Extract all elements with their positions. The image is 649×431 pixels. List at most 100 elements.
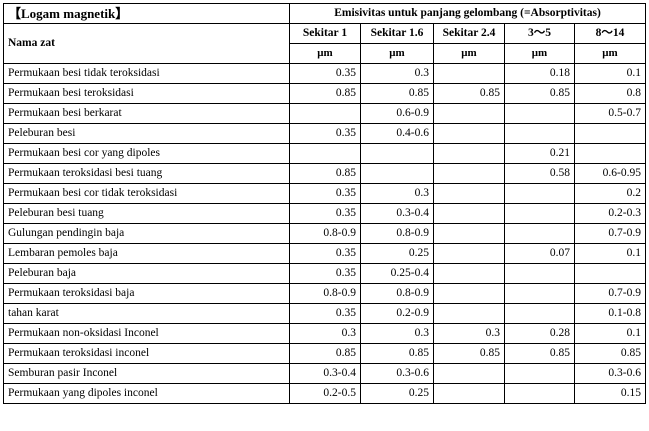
emissivity-cell: 0.8-0.9 <box>289 283 361 304</box>
substance-name: Permukaan besi cor yang dipoles <box>3 143 290 164</box>
emissivity-cell: 0.6-0.9 <box>360 103 434 124</box>
emissivity-cell <box>360 143 434 164</box>
unit-label: μm <box>433 43 505 64</box>
substance-name: Permukaan non-oksidasi Inconel <box>3 323 290 344</box>
emissivity-cell: 0.85 <box>433 343 505 364</box>
emissivity-cell: 0.35 <box>289 263 361 284</box>
emissivity-cell: 0.7-0.9 <box>573 223 647 244</box>
emissivity-cell: 0.1-0.8 <box>573 303 647 324</box>
column-header-5: 8～14 <box>573 23 647 44</box>
emissivity-cell <box>504 363 575 384</box>
emissivity-cell <box>504 103 575 124</box>
emissivity-cell <box>504 123 575 144</box>
emissivity-cell: 0.85 <box>289 343 361 364</box>
emissivity-cell <box>289 143 361 164</box>
emissivity-cell: 0.25 <box>360 383 434 404</box>
substance-name: Peleburan baja <box>3 263 290 284</box>
emissivity-cell: 0.1 <box>573 243 647 264</box>
emissivity-cell: 0.35 <box>289 203 361 224</box>
unit-label: μm <box>573 43 647 64</box>
substance-name: tahan karat <box>3 303 290 324</box>
emissivity-cell: 0.3 <box>433 323 505 344</box>
emissivity-cell <box>433 263 505 284</box>
emissivity-cell <box>433 223 505 244</box>
emissivity-cell <box>504 183 575 204</box>
substance-name: Gulungan pendingin baja <box>3 223 290 244</box>
emissivity-cell: 0.3 <box>360 63 434 84</box>
emissivity-cell <box>504 383 575 404</box>
table-row: Permukaan teroksidasi besi tuang 0.85 0.58… <box>3 163 647 184</box>
emissivity-cell: 0.7-0.9 <box>573 283 647 304</box>
substance-name: Semburan pasir Inconel <box>3 363 290 384</box>
substance-name: Peleburan besi tuang <box>3 203 290 224</box>
emissivity-cell: 0.35 <box>289 183 361 204</box>
emissivity-cell <box>504 223 575 244</box>
emissivity-cell <box>504 283 575 304</box>
table-row: Permukaan besi cor yang dipoles 0.21 <box>3 143 647 164</box>
emissivity-cell: 0.85 <box>360 343 434 364</box>
emissivity-cell <box>433 283 505 304</box>
emissivity-cell: 0.35 <box>289 243 361 264</box>
emissivity-cell: 0.35 <box>289 303 361 324</box>
emissivity-cell: 0.07 <box>504 243 575 264</box>
unit-label: μm <box>289 43 361 64</box>
emissivity-cell: 0.85 <box>573 343 647 364</box>
emissivity-cell <box>289 103 361 124</box>
emissivity-cell: 0.2-0.5 <box>289 383 361 404</box>
emissivity-cell: 0.15 <box>573 383 647 404</box>
substance-name: Lembaran pemoles baja <box>3 243 290 264</box>
substance-name: Permukaan teroksidasi baja <box>3 283 290 304</box>
table-row: Permukaan besi teroksidasi 0.85 0.85 0.85 0.… <box>3 83 647 104</box>
emissivity-cell: 0.25-0.4 <box>360 263 434 284</box>
emissivity-cell: 0.2-0.3 <box>573 203 647 224</box>
table-row: Peleburan besi tuang 0.35 0.3-0.4 0.2-0.3 <box>3 203 647 224</box>
emissivity-cell: 0.3 <box>289 323 361 344</box>
emissivity-cell: 0.6-0.95 <box>573 163 647 184</box>
emissivity-cell: 0.3 <box>360 323 434 344</box>
table-row: Peleburan baja 0.35 0.25-0.4 <box>3 263 647 284</box>
emissivity-cell <box>433 163 505 184</box>
emissivity-cell: 0.3-0.6 <box>573 363 647 384</box>
emissivity-cell: 0.85 <box>504 343 575 364</box>
emissivity-cell: 0.3-0.4 <box>360 203 434 224</box>
table-row: Permukaan non-oksidasi Inconel 0.3 0.3 0.3 0… <box>3 323 647 344</box>
emissivity-cell: 0.85 <box>289 163 361 184</box>
table-row: Permukaan besi berkarat 0.6-0.9 0.5-0.7 <box>3 103 647 124</box>
column-header-1: Sekitar 1 <box>289 23 361 44</box>
emissivity-cell: 0.5-0.7 <box>573 103 647 124</box>
substance-name: Peleburan besi <box>3 123 290 144</box>
table-row: tahan karat 0.35 0.2-0.9 0.1-0.8 <box>3 303 647 324</box>
substance-name: Permukaan besi cor tidak teroksidasi <box>3 183 290 204</box>
emissivity-cell: 0.2-0.9 <box>360 303 434 324</box>
substance-name: Permukaan besi berkarat <box>3 103 290 124</box>
emissivity-cell: 0.58 <box>504 163 575 184</box>
emissivity-cell: 0.35 <box>289 63 361 84</box>
table-row: Peleburan besi 0.35 0.4-0.6 <box>3 123 647 144</box>
table-row: Lembaran pemoles baja 0.35 0.25 0.07 0.1 <box>3 243 647 264</box>
emissivity-cell: 0.8-0.9 <box>289 223 361 244</box>
emissivity-cell <box>573 123 647 144</box>
emissivity-cell: 0.2 <box>573 183 647 204</box>
emissivity-cell: 0.3-0.4 <box>289 363 361 384</box>
emissivity-cell <box>504 263 575 284</box>
table-row: Permukaan teroksidasi inconel 0.85 0.85 0.8… <box>3 343 647 364</box>
emissivity-cell <box>433 103 505 124</box>
unit-label: μm <box>504 43 575 64</box>
unit-label: μm <box>360 43 434 64</box>
emissivity-cell <box>504 303 575 324</box>
emissivity-cell <box>433 203 505 224</box>
emissivity-cell <box>433 123 505 144</box>
table-row: Permukaan yang dipoles inconel 0.2-0.5 0.2… <box>3 383 647 404</box>
emissivity-cell <box>433 63 505 84</box>
emissivity-cell: 0.1 <box>573 63 647 84</box>
table-row: Permukaan besi cor tidak teroksidasi 0.35… <box>3 183 647 204</box>
substance-name: Permukaan teroksidasi besi tuang <box>3 163 290 184</box>
emissivity-cell: 0.35 <box>289 123 361 144</box>
substance-name: Permukaan besi tidak teroksidasi <box>3 63 290 84</box>
emissivity-cell <box>573 143 647 164</box>
table-row: Semburan pasir Inconel 0.3-0.4 0.3-0.6 0.3-… <box>3 363 647 384</box>
emissivity-cell: 0.28 <box>504 323 575 344</box>
substance-name: Permukaan besi teroksidasi <box>3 83 290 104</box>
emissivity-cell: 0.8-0.9 <box>360 283 434 304</box>
name-column-header: Nama zat <box>3 23 290 64</box>
